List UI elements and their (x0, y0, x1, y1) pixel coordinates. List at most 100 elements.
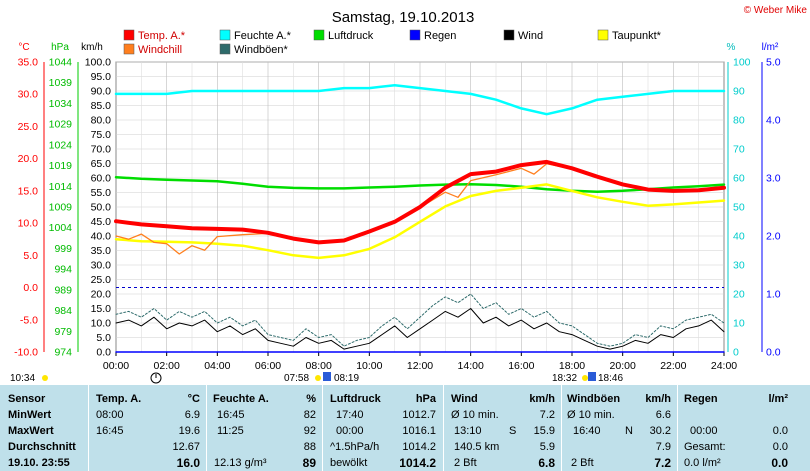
temp-unit-label: °C (18, 42, 29, 53)
max-press-time: 00:00 (336, 425, 364, 437)
hum-unit-label: % (727, 42, 736, 53)
press-unit-label: hPa (51, 42, 69, 53)
sunset-label: 18:32 (552, 373, 577, 384)
avg-wind-desc: 140.5 km (454, 441, 500, 453)
x-tick-label: 20:00 (610, 360, 636, 372)
daylength-label: 10:34 (10, 373, 35, 384)
wind-tick-label: 20.0 (91, 289, 112, 301)
legend-label: Wind (518, 30, 543, 42)
column-divider (322, 385, 323, 471)
press-tick-label: 979 (54, 326, 72, 338)
series-line-windb-en (115, 293, 725, 347)
column-divider (206, 385, 207, 471)
min-press-value: 1012.7 (402, 409, 436, 421)
press-tick-label: 1014 (49, 181, 73, 193)
legend-swatch (409, 29, 421, 41)
series-line-luftdruck (114, 175, 726, 193)
now-hum-value: 89 (302, 456, 316, 470)
press-tick-label: 974 (54, 347, 72, 359)
now-press-desc: bewölkt (330, 457, 368, 469)
legend-label: Taupunkt* (612, 30, 662, 42)
x-tick-label: 00:00 (103, 360, 129, 372)
header-hum: Feuchte A. (213, 393, 269, 405)
x-tick-label: 12:00 (407, 360, 433, 372)
header-press: Luftdruck (330, 393, 381, 405)
temp-tick-label: 15.0 (18, 185, 39, 197)
now-gust-desc: 2 Bft (571, 457, 594, 469)
min-wind-desc: Ø 10 min. (451, 409, 499, 421)
chart-legend: Temp. A.* Windchill Feuchte A.* Windböen* Lu… (123, 29, 662, 56)
max-rain-time: 00:00 (690, 425, 718, 437)
press-tick-label: 984 (54, 305, 72, 317)
x-tick-label: 08:00 (306, 360, 332, 372)
rain-tick-label: 2.0 (766, 231, 781, 243)
wind-tick-label: 100.0 (85, 57, 111, 69)
sun-icon (42, 375, 48, 381)
hum-tick-label: 50 (733, 202, 745, 214)
header-wind-unit: km/h (529, 393, 555, 405)
hum-tick-label: 0 (733, 347, 739, 359)
legend-swatch (219, 43, 231, 55)
wind-tick-label: 30.0 (91, 260, 112, 272)
series-line-taupunkt (114, 183, 726, 260)
avg-rain-value: 0.0 (772, 441, 788, 453)
now-hum-desc: 12.13 g/m³ (214, 457, 267, 469)
wind-tick-label: 95.0 (91, 71, 112, 83)
min-temp-value: 6.9 (184, 409, 200, 421)
avg-wind-value: 5.9 (539, 441, 555, 453)
chart-title: Samstag, 19.10.2013 (332, 9, 475, 26)
hum-tick-label: 40 (733, 231, 745, 243)
avg-temp-value: 12.67 (172, 441, 200, 453)
header-temp-unit: °C (187, 393, 200, 405)
max-gust-time: 16:40 (573, 425, 601, 437)
sunrise-icon (315, 375, 321, 381)
max-temp-time: 16:45 (96, 425, 124, 437)
wind-tick-label: 70.0 (91, 144, 112, 156)
now-press-value: 1014.2 (399, 456, 436, 470)
max-press-value: 1016.1 (402, 425, 436, 437)
statistics-table: Sensor Temp. A. °C Feuchte A. % Luftdruc… (0, 385, 810, 471)
wind-tick-label: 75.0 (91, 129, 112, 141)
wind-tick-label: 5.0 (96, 332, 111, 344)
press-tick-label: 1004 (49, 222, 73, 234)
moonset-label: 08:19 (334, 373, 359, 384)
legend-label: Regen (424, 30, 456, 42)
temp-tick-label: 5.0 (23, 250, 38, 262)
header-temp: Temp. A. (96, 393, 142, 405)
x-tick-label: 04:00 (204, 360, 230, 372)
temp-tick-label: 30.0 (18, 89, 39, 101)
avg-press-desc: ^1.5hPa/h (330, 441, 380, 453)
press-tick-label: 1009 (49, 202, 73, 214)
header-gust: Windböen (567, 393, 621, 405)
column-divider (88, 385, 89, 471)
hum-tick-label: 20 (733, 289, 745, 301)
legend-swatch (123, 29, 135, 41)
header-gust-unit: km/h (645, 393, 671, 405)
hum-tick-label: 100 (733, 57, 751, 69)
legend-swatch (313, 29, 325, 41)
max-gust-dir: N (625, 425, 633, 437)
header-rain: Regen (684, 393, 718, 405)
moonrise-label: 18:46 (598, 373, 623, 384)
hum-tick-label: 30 (733, 260, 745, 272)
wind-tick-label: 85.0 (91, 100, 112, 112)
min-temp-time: 08:00 (96, 409, 124, 421)
temp-tick-label: -10.0 (14, 347, 38, 359)
now-rain-value: 0.0 (771, 456, 788, 470)
row-label-min: MinWert (8, 409, 52, 421)
temp-tick-label: 20.0 (18, 153, 39, 165)
sunset-icon (582, 375, 588, 381)
legend-swatch (597, 29, 609, 41)
wind-tick-label: 40.0 (91, 231, 112, 243)
x-tick-label: 10:00 (356, 360, 382, 372)
now-wind-value: 6.8 (538, 456, 555, 470)
avg-press-value: 1014.2 (402, 441, 436, 453)
temp-tick-label: 35.0 (18, 57, 39, 69)
x-tick-label: 16:00 (508, 360, 534, 372)
header-sensor: Sensor (8, 393, 46, 405)
press-tick-label: 1024 (49, 139, 73, 151)
rain-tick-label: 4.0 (766, 115, 781, 127)
min-gust-desc: Ø 10 min. (567, 409, 615, 421)
row-label-now: 19.10. 23:55 (8, 457, 70, 469)
max-temp-value: 19.6 (178, 425, 200, 437)
